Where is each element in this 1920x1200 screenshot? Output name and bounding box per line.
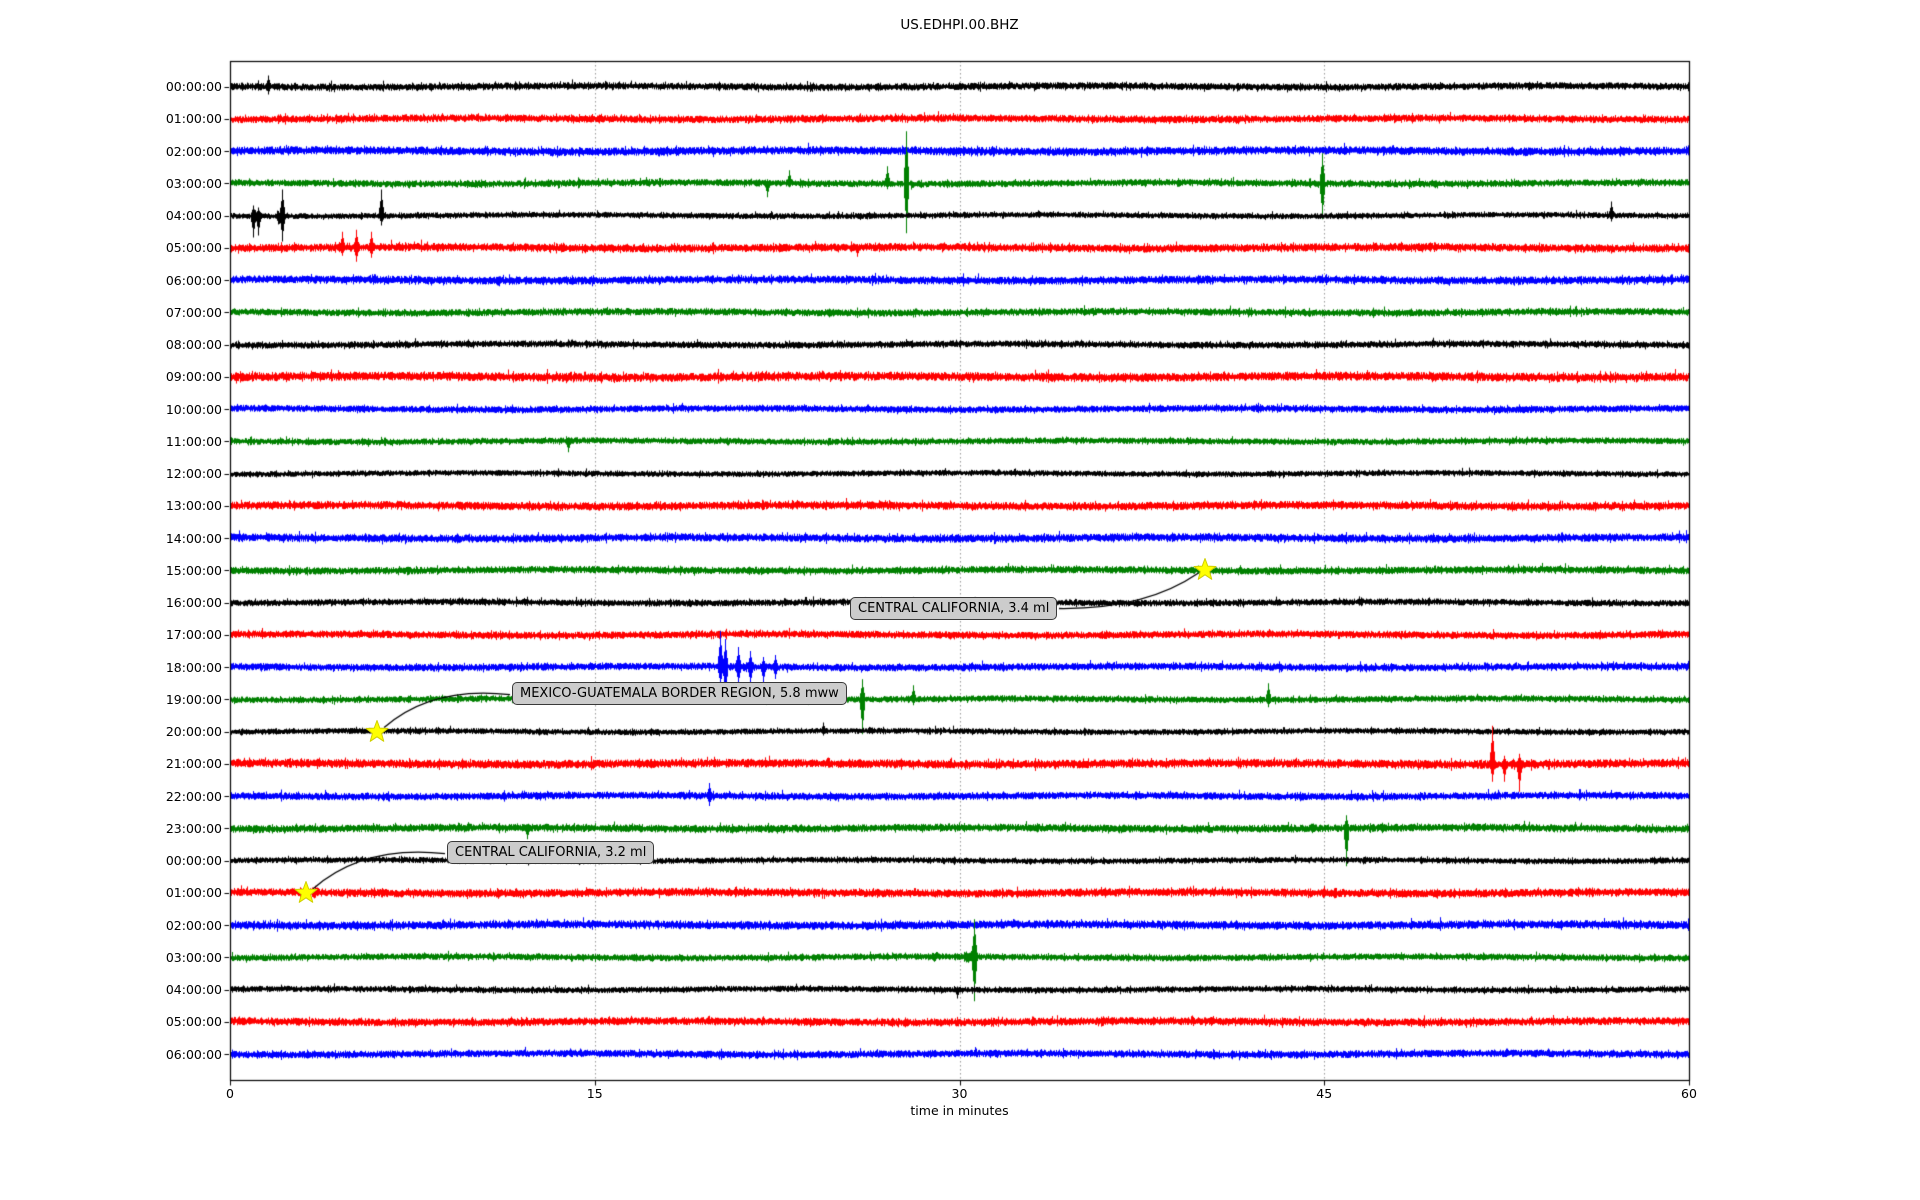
y-tick-label: 13:00:00 [165, 498, 222, 514]
x-tick-label: 0 [226, 1086, 234, 1101]
y-tick-label: 17:00:00 [165, 627, 222, 643]
event-star-icon [364, 719, 390, 745]
y-tick-label: 14:00:00 [165, 530, 222, 546]
y-tick-label: 00:00:00 [165, 79, 222, 94]
y-tick-label: 20:00:00 [165, 724, 222, 739]
y-tick-label: 22:00:00 [165, 788, 222, 804]
event-star-icon [1192, 557, 1218, 583]
y-tick-label: 03:00:00 [165, 175, 222, 191]
y-tick-label: 18:00:00 [165, 659, 222, 675]
y-tick-label: 12:00:00 [165, 466, 222, 481]
event-annotation-central-california-3-4: CENTRAL CALIFORNIA, 3.4 ml [850, 597, 1058, 620]
y-tick-label: 02:00:00 [165, 143, 222, 159]
y-tick-label: 11:00:00 [165, 433, 222, 449]
y-tick-label: 08:00:00 [165, 337, 222, 352]
x-axis-title: time in minutes [910, 1103, 1009, 1118]
y-tick-label: 01:00:00 [165, 885, 222, 901]
y-tick-label: 04:00:00 [165, 208, 222, 223]
y-tick-label: 04:00:00 [165, 982, 222, 997]
x-tick-label: 30 [951, 1086, 968, 1101]
y-tick-label: 16:00:00 [165, 595, 222, 610]
event-annotation-central-california-3-2: CENTRAL CALIFORNIA, 3.2 ml [447, 841, 655, 864]
y-tick-label: 02:00:00 [165, 917, 222, 933]
y-tick-label: 07:00:00 [165, 304, 222, 320]
event-star-icon [293, 880, 319, 906]
y-tick-label: 05:00:00 [165, 1014, 222, 1030]
plot-title: US.EDHPI.00.BHZ [900, 17, 1019, 33]
y-tick-label: 10:00:00 [165, 401, 222, 417]
y-tick-label: 00:00:00 [165, 853, 222, 868]
y-tick-label: 15:00:00 [165, 562, 222, 578]
event-annotation-mexico-guatemala: MEXICO-GUATEMALA BORDER REGION, 5.8 mww [512, 682, 847, 705]
y-tick-label: 06:00:00 [165, 272, 222, 288]
y-tick-label: 05:00:00 [165, 240, 222, 256]
y-tick-label: 06:00:00 [165, 1046, 222, 1062]
y-tick-label: 21:00:00 [165, 756, 222, 772]
x-tick-label: 60 [1681, 1086, 1697, 1101]
x-tick-label: 15 [586, 1086, 603, 1101]
y-tick-label: 23:00:00 [165, 820, 222, 836]
y-tick-label: 09:00:00 [165, 369, 222, 385]
y-tick-label: 19:00:00 [165, 691, 222, 707]
y-tick-label: 03:00:00 [165, 949, 222, 965]
x-tick-label: 45 [1316, 1086, 1333, 1101]
y-tick-label: 01:00:00 [165, 111, 222, 127]
